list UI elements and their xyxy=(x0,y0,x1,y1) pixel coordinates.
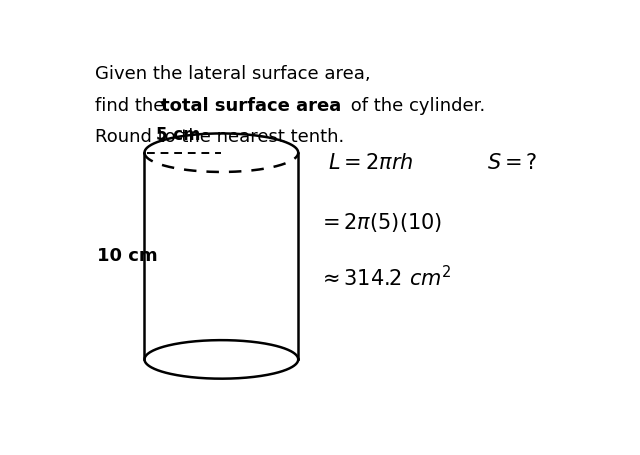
Text: 10 cm: 10 cm xyxy=(97,247,158,265)
Text: of the cylinder.: of the cylinder. xyxy=(346,96,486,115)
Text: $\approx 314.2\ cm^2$: $\approx 314.2\ cm^2$ xyxy=(318,265,452,290)
Text: 5 cm: 5 cm xyxy=(156,126,200,144)
Text: $S = ?$: $S = ?$ xyxy=(486,153,537,173)
Text: $= 2\pi(5)(10)$: $= 2\pi(5)(10)$ xyxy=(318,211,442,233)
Text: $L = 2\pi rh$: $L = 2\pi rh$ xyxy=(328,153,413,173)
Text: find the: find the xyxy=(95,96,170,115)
Text: total surface area: total surface area xyxy=(161,96,341,115)
Text: Given the lateral surface area,: Given the lateral surface area, xyxy=(95,65,371,83)
Text: Round to the nearest tenth.: Round to the nearest tenth. xyxy=(95,128,344,146)
